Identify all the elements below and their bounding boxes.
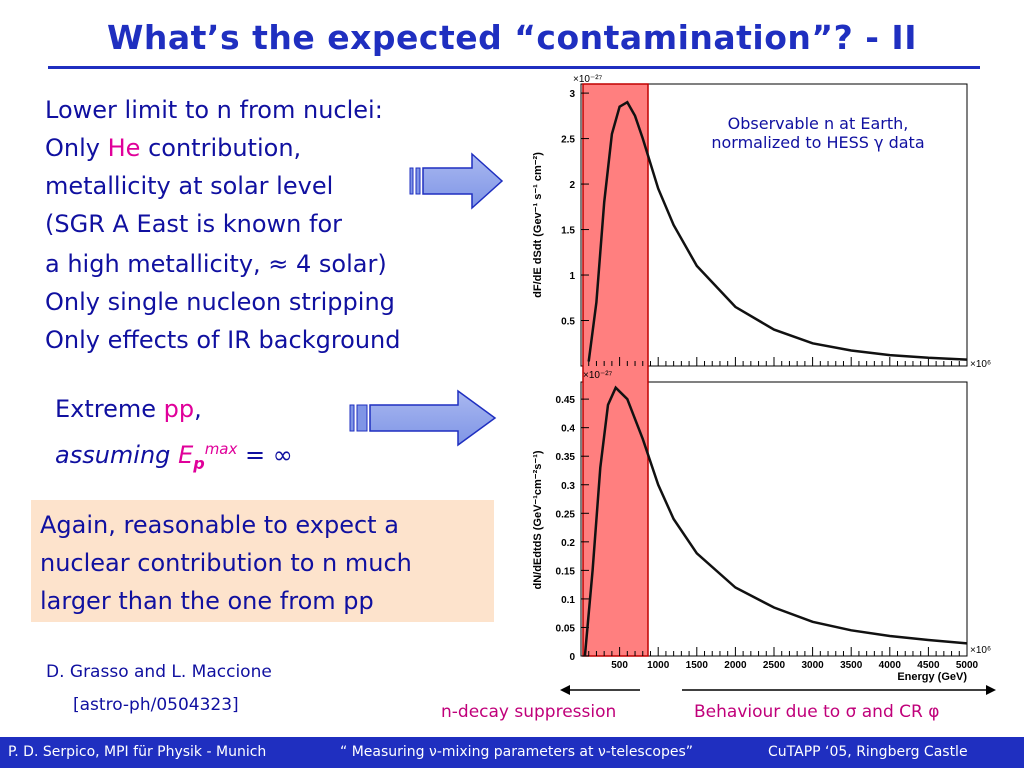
bottom-y-tick-label: 0.05	[556, 623, 576, 634]
nuclei-line-7: Only effects of IR background	[45, 326, 401, 354]
footer-bar: P. D. Serpico, MPI für Physik - Munich “…	[0, 737, 1024, 768]
top-series-line	[587, 100, 968, 362]
x-tick-label: 2500	[763, 660, 786, 671]
plot-legend: Observable n at Earth, normalized to HES…	[711, 114, 925, 152]
arrow-right-icon	[409, 152, 504, 210]
bottom-exp-label: ×10⁻²⁷	[583, 370, 613, 381]
bottom-y-tick-label: 0.45	[556, 395, 576, 406]
helium-word: He	[107, 134, 141, 162]
x-tick-label: 4000	[879, 660, 902, 671]
x-exp-top: ×10⁶	[970, 359, 991, 370]
x-axis-title: Energy (GeV)	[897, 671, 967, 683]
slide-title: What’s the expected “contamination”? - I…	[107, 18, 917, 57]
spectrum-plots: 0.5 1 1.5 2 2.5 3 0 0.05 0.1 0.15 0.2 0.25 0.3 0.35 0…	[532, 74, 991, 683]
x-exp-bottom: ×10⁶	[970, 645, 991, 656]
only-word: Only	[45, 134, 100, 162]
nuclei-line-4: (SGR A East is known for	[45, 210, 343, 238]
nuclei-line-6: Only single nucleon stripping	[45, 288, 395, 316]
title-underline	[48, 66, 980, 69]
caption-behaviour: Behaviour due to σ and CR φ	[694, 702, 940, 722]
top-y-tick-label: 2.5	[561, 135, 575, 146]
nuclei-line-3: metallicity at solar level	[45, 172, 334, 200]
bottom-y-tick-label: 0	[569, 652, 575, 663]
bottom-y-tick-label: 0.15	[556, 566, 576, 577]
x-tick-label: 3500	[840, 660, 863, 671]
top-y-tick-label: 3	[569, 89, 575, 100]
bottom-y-tick-label: 0.25	[556, 509, 576, 520]
arrow-right-icon	[349, 389, 497, 447]
caption-decay: n-decay suppression	[441, 702, 617, 722]
footer-talk: “ Measuring ν-mixing parameters at ν-tel…	[340, 744, 694, 760]
bottom-y-tick-label: 0.4	[561, 424, 575, 435]
nuclei-line-1: Lower limit to n from nuclei:	[45, 96, 383, 124]
nuclei-line-2: Only He contribution,	[45, 129, 301, 167]
x-tick-label: 4500	[917, 660, 940, 671]
x-tick-label: 1500	[686, 660, 709, 671]
bottom-y-tick-label: 0.2	[561, 538, 575, 549]
contribution-word: contribution,	[148, 134, 302, 162]
conclusion-text: Again, reasonable to expect a nuclear co…	[40, 511, 412, 615]
x-tick-label: 1000	[647, 660, 670, 671]
range-arrows	[560, 685, 996, 695]
top-y-tick-label: 2	[569, 180, 575, 191]
x-tick-label: 500	[611, 660, 628, 671]
conclusion-box	[31, 500, 494, 622]
x-tick-label: 5000	[956, 660, 979, 671]
bottom-series-line	[583, 385, 968, 657]
x-tick-label: 2000	[724, 660, 747, 671]
top-y-axis-title: dF/dE dSdt (Gev⁻¹ s⁻¹ cm⁻²)	[532, 152, 544, 298]
x-tick-label: 3000	[801, 660, 824, 671]
bottom-y-tick-label: 0.3	[561, 481, 575, 492]
top-y-tick-label: 1.5	[561, 226, 575, 237]
arrow-right-icon	[986, 685, 996, 695]
footer-author: P. D. Serpico, MPI für Physik - Munich	[8, 744, 267, 760]
reference-arxiv: [astro-ph/0504323]	[73, 695, 239, 715]
pp-word: pp	[163, 395, 195, 423]
footer-conference: CuTAPP ‘05, Ringberg Castle	[768, 744, 968, 760]
top-y-tick-label: 0.5	[561, 317, 575, 328]
nuclei-line-5: a high metallicity, ≈ 4 solar)	[45, 250, 387, 278]
arrow-left-icon	[560, 685, 570, 695]
pp-line-2: assuming Epmax = ∞	[55, 440, 293, 473]
top-y-tick-label: 1	[569, 271, 575, 282]
bottom-y-axis-title: dN/dEdtdS (GeV⁻¹cm⁻²s⁻¹)	[532, 450, 544, 589]
top-exp-label: ×10⁻²⁷	[573, 74, 603, 85]
pp-line-1: Extreme pp,	[55, 395, 202, 423]
bottom-y-tick-label: 0.35	[556, 452, 576, 463]
bottom-y-tick-label: 0.1	[561, 595, 575, 606]
reference-authors: D. Grasso and L. Maccione	[46, 662, 272, 682]
